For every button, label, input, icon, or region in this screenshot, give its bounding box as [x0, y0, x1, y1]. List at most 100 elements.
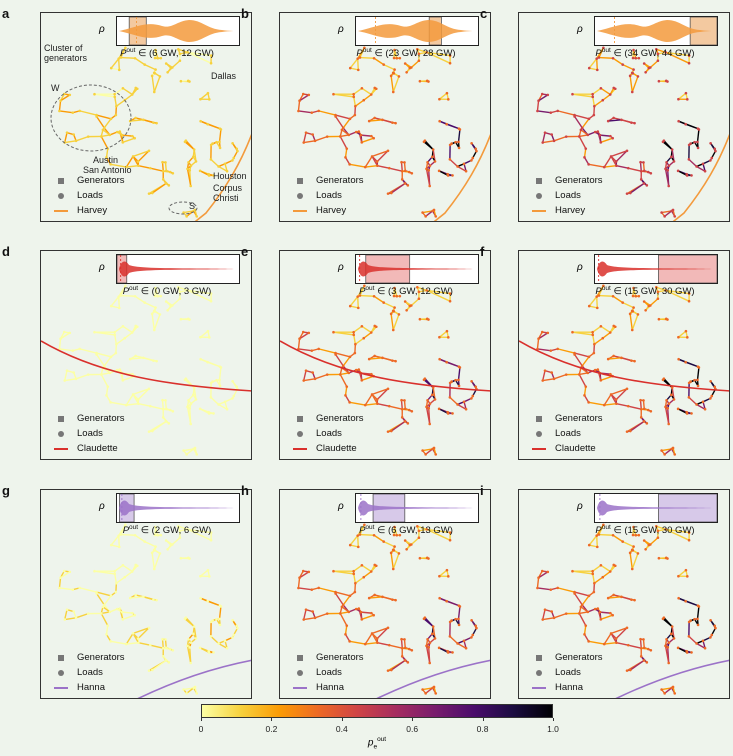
line-edge — [592, 334, 596, 345]
line-edge — [688, 635, 698, 644]
line-edge — [118, 296, 120, 308]
line-edge — [589, 67, 598, 71]
load-node — [697, 128, 701, 131]
line-icon — [54, 209, 68, 212]
load-node — [356, 68, 360, 72]
load-node — [422, 617, 426, 621]
load-node — [633, 359, 636, 363]
load-node — [628, 551, 632, 555]
load-node — [426, 160, 429, 164]
load-node — [231, 618, 234, 622]
load-node — [167, 184, 171, 187]
line-edge — [377, 642, 390, 646]
panel-label-c: c — [480, 6, 488, 21]
line-edge — [105, 625, 109, 635]
load-node — [297, 109, 300, 113]
legend-storm: Hanna — [53, 680, 125, 695]
load-node — [65, 369, 69, 372]
load-node — [625, 430, 629, 433]
line-edge — [118, 535, 120, 547]
square-icon — [58, 654, 64, 661]
load-node — [611, 136, 614, 140]
line-edge — [361, 375, 374, 382]
load-node — [186, 556, 190, 560]
load-node — [113, 95, 117, 99]
load-node — [669, 155, 673, 159]
line-edge — [199, 330, 209, 338]
load-node — [382, 540, 385, 543]
line-edge — [600, 134, 611, 137]
load-node — [646, 170, 650, 174]
load-node — [352, 95, 356, 99]
load-node — [403, 646, 407, 650]
load-node — [474, 385, 478, 389]
line-edge — [649, 537, 659, 546]
line-edge — [377, 403, 390, 407]
load-node — [191, 393, 195, 397]
line-edge — [538, 94, 549, 102]
legend-loads: Loads — [292, 665, 364, 680]
load-node — [639, 178, 643, 181]
load-node — [298, 576, 301, 580]
load-node — [644, 308, 647, 312]
load-node — [155, 598, 158, 602]
load-node — [338, 612, 342, 615]
load-node — [644, 70, 647, 74]
load-node — [117, 68, 121, 72]
line-edge — [463, 159, 472, 165]
load-node — [302, 618, 306, 621]
load-node — [134, 324, 138, 328]
load-node — [687, 143, 691, 147]
load-node — [373, 593, 376, 597]
legend-generators: Generators — [531, 411, 603, 426]
line-edge — [390, 313, 394, 331]
legend-storm: Claudette — [531, 441, 603, 456]
line-edge — [671, 626, 675, 639]
pout-sup: out — [129, 285, 139, 292]
load-node — [614, 398, 618, 401]
line-edge — [603, 394, 612, 406]
load-node — [121, 563, 125, 567]
load-node — [593, 581, 596, 585]
load-node — [602, 403, 606, 407]
load-node — [128, 357, 132, 361]
annotation-w: W — [51, 83, 60, 93]
load-node — [313, 139, 317, 143]
load-node — [631, 533, 635, 537]
line-edge — [629, 659, 645, 671]
load-node — [677, 335, 680, 339]
line-edge — [542, 378, 555, 382]
load-node — [109, 163, 112, 166]
legend-loads: Loads — [292, 188, 364, 203]
line-edge — [426, 51, 451, 64]
load-node — [215, 140, 218, 144]
line-edge — [463, 636, 472, 642]
line-edge — [598, 294, 614, 297]
line-edge — [664, 687, 673, 694]
load-node — [628, 74, 632, 78]
load-node — [206, 568, 210, 572]
load-node — [152, 71, 156, 75]
load-node — [137, 164, 140, 168]
load-node — [448, 635, 452, 638]
load-node — [403, 420, 407, 423]
load-node — [185, 453, 188, 456]
line-edge — [298, 110, 312, 114]
load-node — [209, 54, 213, 57]
load-node — [639, 655, 643, 658]
load-node — [193, 685, 197, 689]
line-edge — [58, 577, 62, 589]
line-edge — [449, 158, 459, 167]
load-node — [666, 407, 670, 410]
line-edge — [602, 331, 611, 339]
load-node — [115, 130, 119, 134]
load-node — [354, 581, 357, 585]
load-node — [536, 109, 539, 113]
load-node — [134, 116, 137, 120]
load-node — [189, 661, 193, 665]
load-node — [352, 569, 355, 573]
grid-network-map — [536, 46, 729, 221]
load-node — [207, 651, 211, 654]
load-node — [225, 646, 229, 650]
load-node — [363, 165, 367, 169]
